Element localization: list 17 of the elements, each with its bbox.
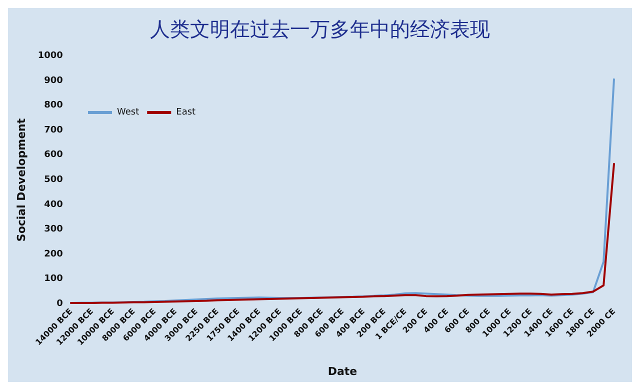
- line-series: [70, 162, 615, 304]
- y-axis-title: Social Development: [15, 118, 28, 242]
- y-tick-label: 0: [56, 299, 63, 309]
- y-tick-label: 100: [44, 274, 63, 284]
- y-tick-label: 400: [44, 200, 63, 210]
- y-tick-label: 900: [44, 76, 63, 86]
- y-tick-label: 500: [44, 175, 63, 185]
- y-tick-label: 300: [44, 224, 63, 235]
- y-tick-label: 200: [44, 249, 63, 260]
- chart-title: 人类文明在过去一万多年中的经济表现: [150, 17, 490, 41]
- x-axis-title: Date: [328, 365, 358, 378]
- y-tick-label: 600: [44, 150, 63, 160]
- y-tick-label: 800: [44, 100, 63, 111]
- y-tick-label: 1000: [38, 51, 63, 61]
- y-tick-label: 700: [44, 125, 63, 136]
- legend-label: West: [117, 108, 140, 118]
- legend-label: East: [176, 108, 196, 118]
